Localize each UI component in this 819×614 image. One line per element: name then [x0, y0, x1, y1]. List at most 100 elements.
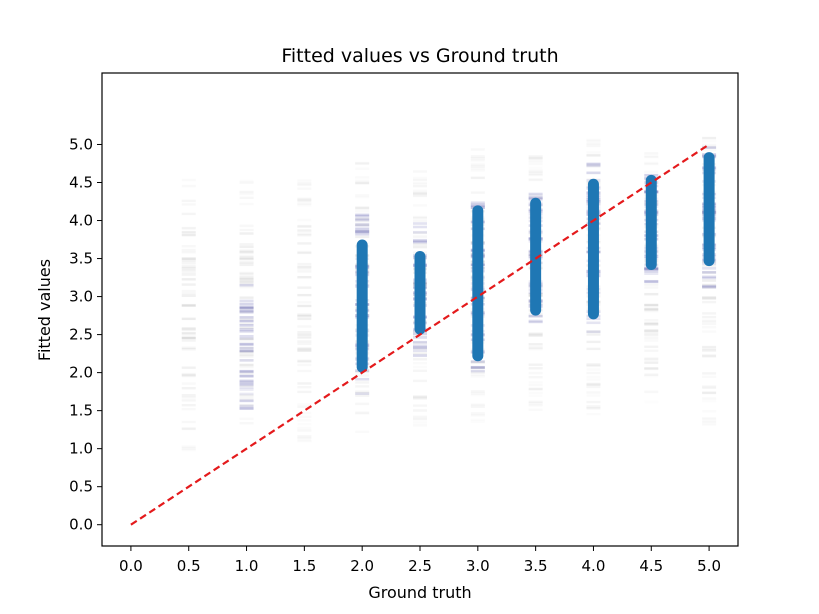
scatter-point	[239, 326, 254, 330]
scatter-point	[239, 196, 254, 199]
scatter-point	[239, 369, 254, 373]
scatter-point	[413, 192, 427, 195]
scatter-point	[586, 154, 601, 157]
scatter-point	[239, 353, 254, 356]
scatter-point	[413, 240, 427, 244]
scatter-point	[239, 322, 254, 325]
scatter-point	[181, 233, 196, 237]
scatter-point	[181, 199, 196, 203]
scatter-point	[239, 285, 254, 289]
scatter-point	[644, 339, 659, 342]
scatter-point	[586, 330, 601, 333]
scatter-point	[586, 363, 601, 366]
scatter-point	[181, 399, 196, 402]
scatter-point	[528, 401, 543, 405]
dense-point-cluster	[356, 239, 368, 373]
scatter-point	[528, 194, 543, 197]
scatter-point	[239, 283, 254, 287]
scatter-point	[586, 406, 601, 410]
scatter-point	[181, 336, 196, 339]
scatter-point	[239, 254, 254, 258]
scatter-point	[181, 267, 196, 270]
scatter-point	[297, 427, 311, 429]
scatter-point	[413, 235, 427, 238]
scatter-point	[239, 311, 254, 314]
scatter-point	[702, 148, 717, 152]
scatter-point	[355, 223, 370, 227]
scatter-point	[644, 401, 658, 403]
scatter-point	[586, 163, 601, 166]
scatter-point	[528, 319, 543, 323]
scatter-point	[586, 164, 601, 168]
scatter-point	[297, 219, 311, 221]
scatter-point	[181, 178, 196, 182]
scatter-point	[470, 369, 485, 373]
scatter-point	[297, 439, 311, 441]
scatter-point	[586, 385, 601, 389]
scatter-point	[528, 367, 543, 370]
scatter-point	[355, 213, 370, 217]
scatter-point	[413, 182, 427, 184]
scatter-point	[181, 273, 196, 277]
scatter-point	[586, 347, 601, 351]
scatter-point	[239, 372, 254, 376]
y-axis-ticks: 0.0 0.5 1.0 1.5 2.0 2.5 3.0 3.5 4.0 4.5 5.0	[69, 135, 102, 534]
scatter-point	[702, 347, 717, 351]
scatter-point	[413, 415, 427, 419]
scatter-point	[702, 297, 717, 300]
scatter-point	[297, 187, 312, 190]
scatter-point	[702, 322, 717, 326]
scatter-point	[355, 230, 370, 233]
scatter-group-5	[702, 136, 717, 426]
scatter-point	[239, 319, 254, 323]
scatter-point	[355, 220, 370, 223]
scatter-point	[181, 292, 196, 295]
scatter-point	[181, 427, 196, 431]
scatter-point	[470, 361, 485, 364]
scatter-point	[413, 396, 427, 399]
scatter-point	[470, 148, 485, 151]
y-tick-label: 4.0	[69, 212, 93, 230]
scatter-point	[181, 407, 196, 411]
scatter-point	[239, 224, 254, 228]
scatter-group-1	[239, 181, 254, 425]
scatter-point	[644, 373, 659, 376]
scatter-point	[586, 382, 601, 385]
scatter-point	[644, 357, 659, 360]
scatter-point	[297, 415, 312, 418]
scatter-point	[239, 383, 254, 386]
scatter-point	[181, 244, 196, 248]
scatter-point	[644, 292, 659, 296]
scatter-point	[297, 359, 312, 362]
scatter-point	[529, 167, 543, 169]
scatter-point	[644, 321, 659, 325]
y-tick-label: 2.5	[69, 326, 93, 344]
scatter-point	[586, 340, 601, 344]
scatter-point	[297, 286, 312, 289]
scatter-point	[239, 349, 254, 353]
scatter-point	[297, 405, 312, 409]
scatter-point	[181, 396, 196, 399]
scatter-point	[413, 397, 427, 400]
scatter-point	[355, 232, 370, 236]
scatter-point	[529, 178, 543, 180]
scatter-point	[239, 250, 254, 253]
scatter-point	[181, 339, 196, 342]
scatter-point	[239, 251, 254, 254]
scatter-point	[413, 242, 427, 246]
x-tick-label: 0.5	[177, 557, 201, 575]
scatter-point	[239, 337, 254, 340]
scatter-point	[239, 340, 254, 344]
scatter-point	[586, 368, 600, 370]
scatter-point	[528, 387, 543, 391]
scatter-point	[239, 245, 254, 249]
scatter-point	[355, 392, 370, 396]
scatter-point	[297, 266, 312, 269]
scatter-point	[413, 361, 427, 365]
dense-point-cluster	[645, 174, 657, 270]
scatter-point	[297, 276, 312, 279]
scatter-point	[644, 293, 659, 296]
scatter-point	[413, 404, 427, 407]
scatter-point	[413, 346, 427, 350]
scatter-point	[181, 248, 196, 252]
